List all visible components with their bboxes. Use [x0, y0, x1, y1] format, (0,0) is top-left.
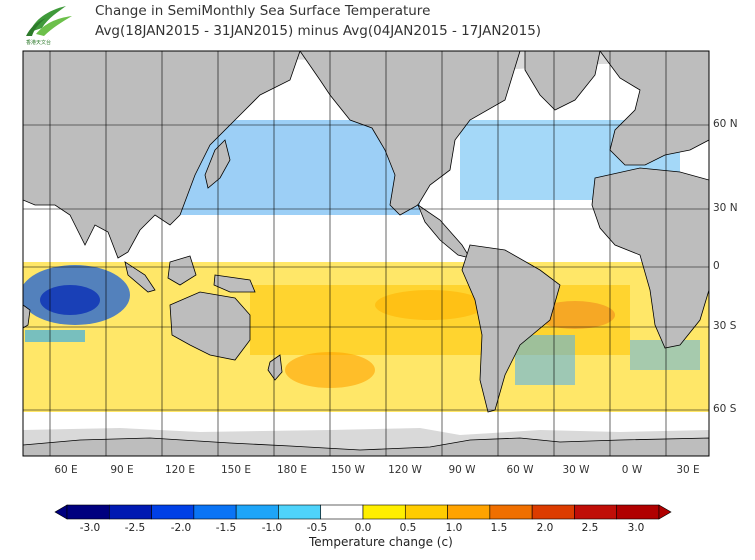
colorbar-segment — [320, 504, 364, 520]
colorbar-title: Temperature change (c) — [309, 535, 453, 549]
colorbar-tick-label: -1.0 — [261, 522, 283, 534]
land-australia — [169, 291, 251, 361]
lon-tick-label: 120 W — [388, 464, 422, 476]
colorbar-tick-label: -2.5 — [124, 522, 146, 534]
colorbar-tick-label: -2.0 — [170, 522, 192, 534]
colorbar-tick-label: -0.5 — [306, 522, 328, 534]
land-borneo — [167, 255, 197, 286]
colorbar-segment — [151, 504, 195, 520]
cool-patch-indian-south — [25, 330, 85, 342]
lon-tick-label: 60 E — [54, 464, 78, 476]
colorbar-segment — [193, 504, 237, 520]
logo-caption: 香港天文台 — [26, 39, 51, 46]
land-new-guinea — [213, 274, 256, 293]
colorbar-segment — [404, 504, 448, 520]
land-asia — [23, 51, 301, 259]
lon-tick-label: 150 W — [331, 464, 365, 476]
land-africa — [591, 167, 709, 349]
lon-tick-label: 30 E — [676, 464, 700, 476]
land-madagascar — [23, 304, 31, 329]
colorbar-segment — [447, 504, 491, 520]
colorbar-tick-label: 3.0 — [627, 522, 645, 534]
land-japan — [204, 139, 231, 189]
lon-tick-label: 120 E — [164, 464, 196, 476]
land-central-america — [417, 203, 471, 259]
colorbar-arrow-right — [658, 504, 672, 520]
colorbar-segment — [362, 504, 406, 520]
colorbar-segment — [531, 504, 575, 520]
colorbar-tick-label: 0.5 — [399, 522, 417, 534]
warm-spot — [535, 301, 615, 329]
chart-title: Change in SemiMonthly Sea Surface Temper… — [95, 3, 431, 19]
colorbar — [54, 504, 672, 520]
hko-logo-icon: 香港天文台 — [26, 6, 72, 46]
colorbar-segment — [108, 504, 152, 520]
colorbar-tick-label: 1.0 — [445, 522, 463, 534]
map-frame — [22, 50, 710, 457]
lat-tick-label: 60 N — [713, 118, 738, 130]
cool-patch-south — [515, 335, 575, 385]
colorbar-tick-label: 2.0 — [536, 522, 554, 534]
colorbar-tick-label: 1.5 — [490, 522, 508, 534]
chart-subtitle: Avg(18JAN2015 - 31JAN2015) minus Avg(04J… — [95, 23, 542, 39]
lon-tick-label: 90 E — [110, 464, 134, 476]
colorbar-arrow-left — [54, 504, 68, 520]
lat-tick-label: 30 S — [713, 320, 737, 332]
land-europe — [599, 51, 709, 166]
lat-tick-label: 60 S — [713, 403, 737, 415]
colorbar-segment — [489, 504, 533, 520]
land-sumatra — [124, 261, 156, 293]
colorbar-segment — [574, 504, 618, 520]
lon-tick-label: 150 E — [220, 464, 252, 476]
colorbar-segment — [235, 504, 279, 520]
land-south-america — [461, 244, 561, 413]
cool-spot-indian-core — [40, 285, 100, 315]
colorbar-segment — [616, 504, 660, 520]
lat-tick-label: 30 N — [713, 202, 738, 214]
colorbar-tick-label: -3.0 — [79, 522, 101, 534]
land-north-america — [299, 51, 521, 216]
colorbar-segment — [278, 504, 322, 520]
colorbar-tick-label: 2.5 — [581, 522, 599, 534]
land-new-zealand — [267, 354, 283, 381]
colorbar-tick-label: 0.0 — [354, 522, 372, 534]
land-greenland — [524, 51, 601, 111]
lon-tick-label: 60 W — [506, 464, 534, 476]
colorbar-tick-label: -1.5 — [215, 522, 237, 534]
colorbar-segment — [66, 504, 110, 520]
lon-tick-label: 90 W — [448, 464, 476, 476]
lon-tick-label: 0 W — [621, 464, 643, 476]
lon-tick-label: 180 E — [276, 464, 308, 476]
lat-tick-label: 0 — [713, 260, 720, 272]
land-antarctica — [23, 437, 709, 456]
lon-tick-label: 30 W — [562, 464, 590, 476]
warm-spot — [375, 290, 485, 320]
